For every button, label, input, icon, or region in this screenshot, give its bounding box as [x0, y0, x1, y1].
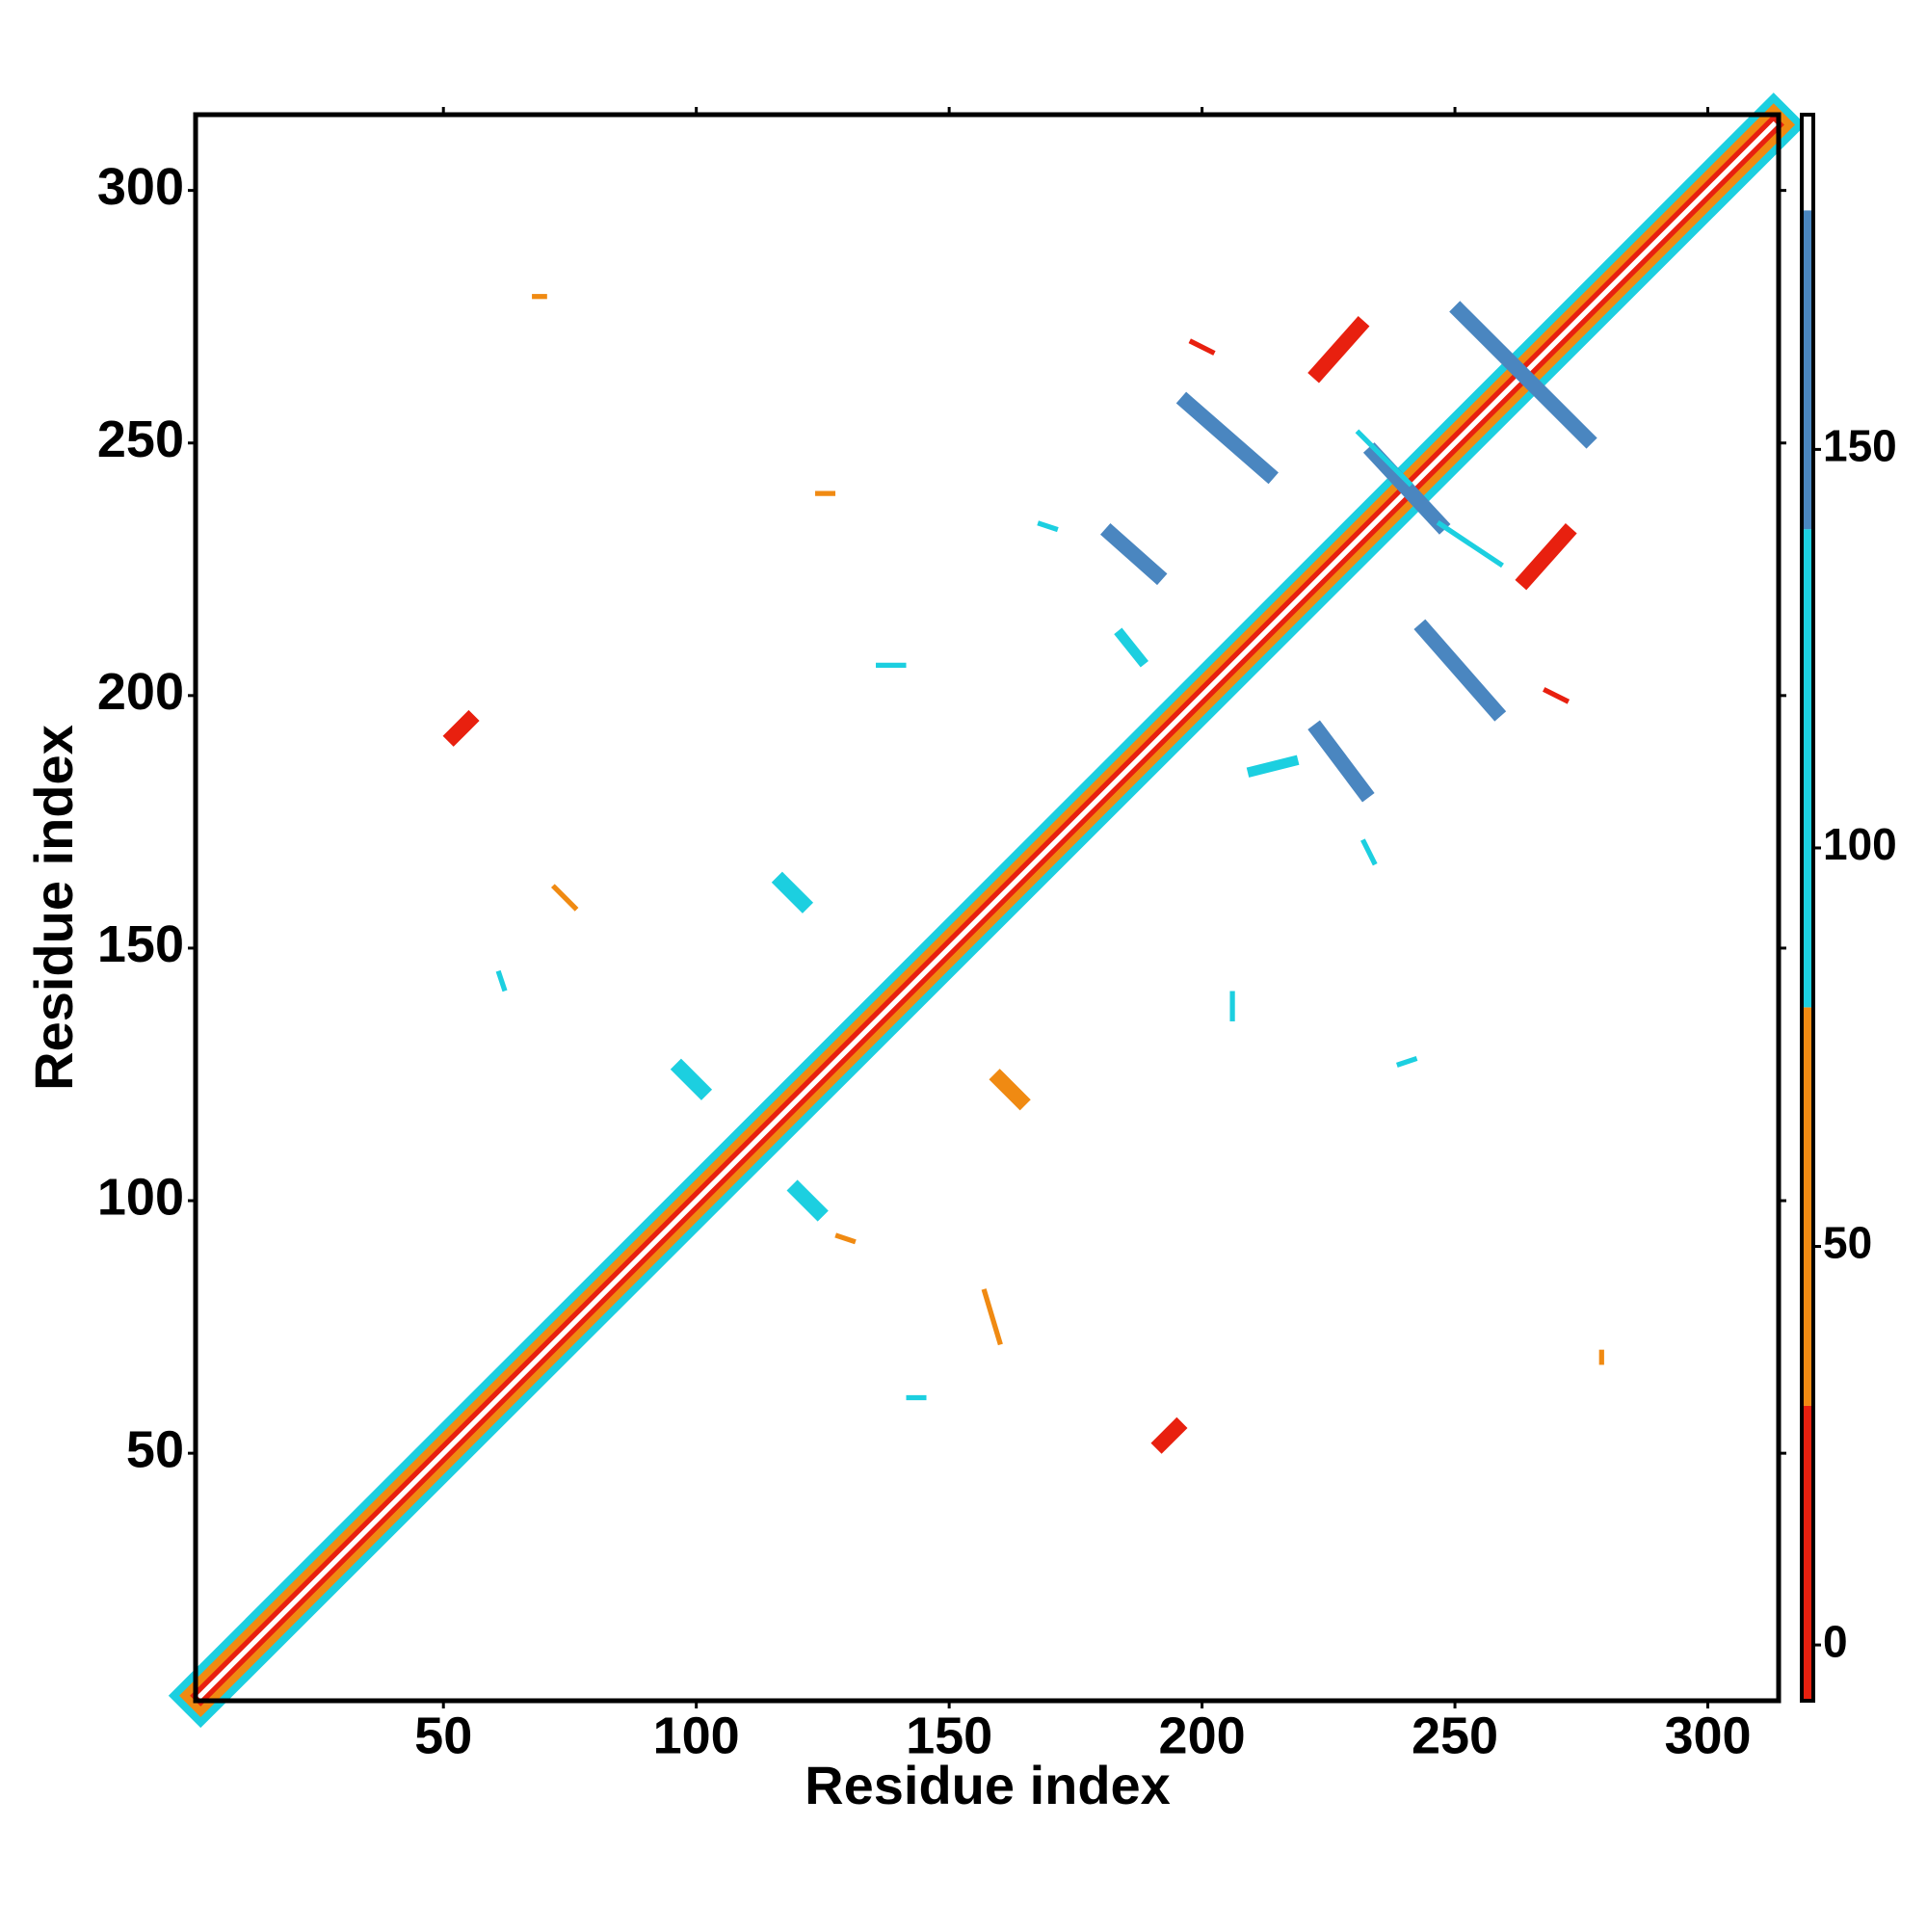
contact-cell [771, 871, 814, 913]
contact-cell [670, 1058, 713, 1100]
contact-cell [1175, 391, 1279, 485]
contact-cell [981, 1288, 1003, 1346]
y-tick-label: 100 [97, 1168, 184, 1226]
contact-cell [1360, 838, 1378, 866]
y-tick-label: 200 [97, 663, 184, 721]
contact-cell [1188, 338, 1216, 356]
colorbar-tick-label: 50 [1823, 1218, 1872, 1268]
contact-cell [550, 884, 579, 912]
x-axis-title: Residue index [805, 1755, 1171, 1815]
x-tick-label: 250 [1412, 1707, 1498, 1764]
contact-cell [1515, 522, 1577, 591]
colorbar-band [1802, 115, 1813, 211]
y-tick-label: 300 [97, 158, 184, 216]
contact-cell [442, 709, 480, 747]
y-axis-title: Residue index [23, 725, 84, 1091]
contact-cell [1307, 316, 1370, 384]
contact-cell [1449, 301, 1597, 449]
x-tick-label: 100 [653, 1707, 740, 1764]
contact-cell [1150, 1416, 1188, 1454]
colorbar-band [1802, 529, 1813, 1008]
x-tick-label: 50 [414, 1707, 472, 1764]
contact-cell [786, 1179, 829, 1222]
y-tick-label: 250 [97, 410, 184, 468]
contact-cell [1355, 429, 1413, 488]
colorbar-tick-label: 100 [1823, 819, 1897, 869]
colorbar-band [1802, 1007, 1813, 1406]
contact-cell [1436, 519, 1504, 569]
contact-cell [1037, 520, 1059, 533]
contact-cell [1362, 442, 1451, 535]
contact-cell [1413, 619, 1507, 722]
colorbar-band [1802, 1405, 1813, 1701]
contact-cell [495, 969, 508, 992]
y-tick-label: 50 [126, 1420, 184, 1478]
colorbar-frame [1800, 113, 1815, 1703]
y-tick-label: 150 [97, 915, 184, 973]
contact-cell [834, 1232, 857, 1245]
contact-cell [1246, 754, 1300, 778]
x-tick-label: 300 [1664, 1707, 1751, 1764]
contact-cell [1114, 627, 1148, 668]
x-tick-label: 150 [906, 1707, 992, 1764]
colorbar-tick-label: 150 [1823, 421, 1897, 471]
contact-cell [1543, 687, 1571, 704]
contact-cell [1099, 522, 1168, 586]
contact-cell [989, 1069, 1031, 1111]
colorbar-band [1802, 210, 1813, 530]
plot-frame [193, 112, 1782, 1704]
contact-cell [1395, 1055, 1418, 1068]
contact-cell [197, 120, 1778, 1700]
contact-cell [1307, 720, 1375, 803]
x-tick-label: 200 [1159, 1707, 1246, 1764]
colorbar-tick-label: 0 [1823, 1616, 1848, 1666]
